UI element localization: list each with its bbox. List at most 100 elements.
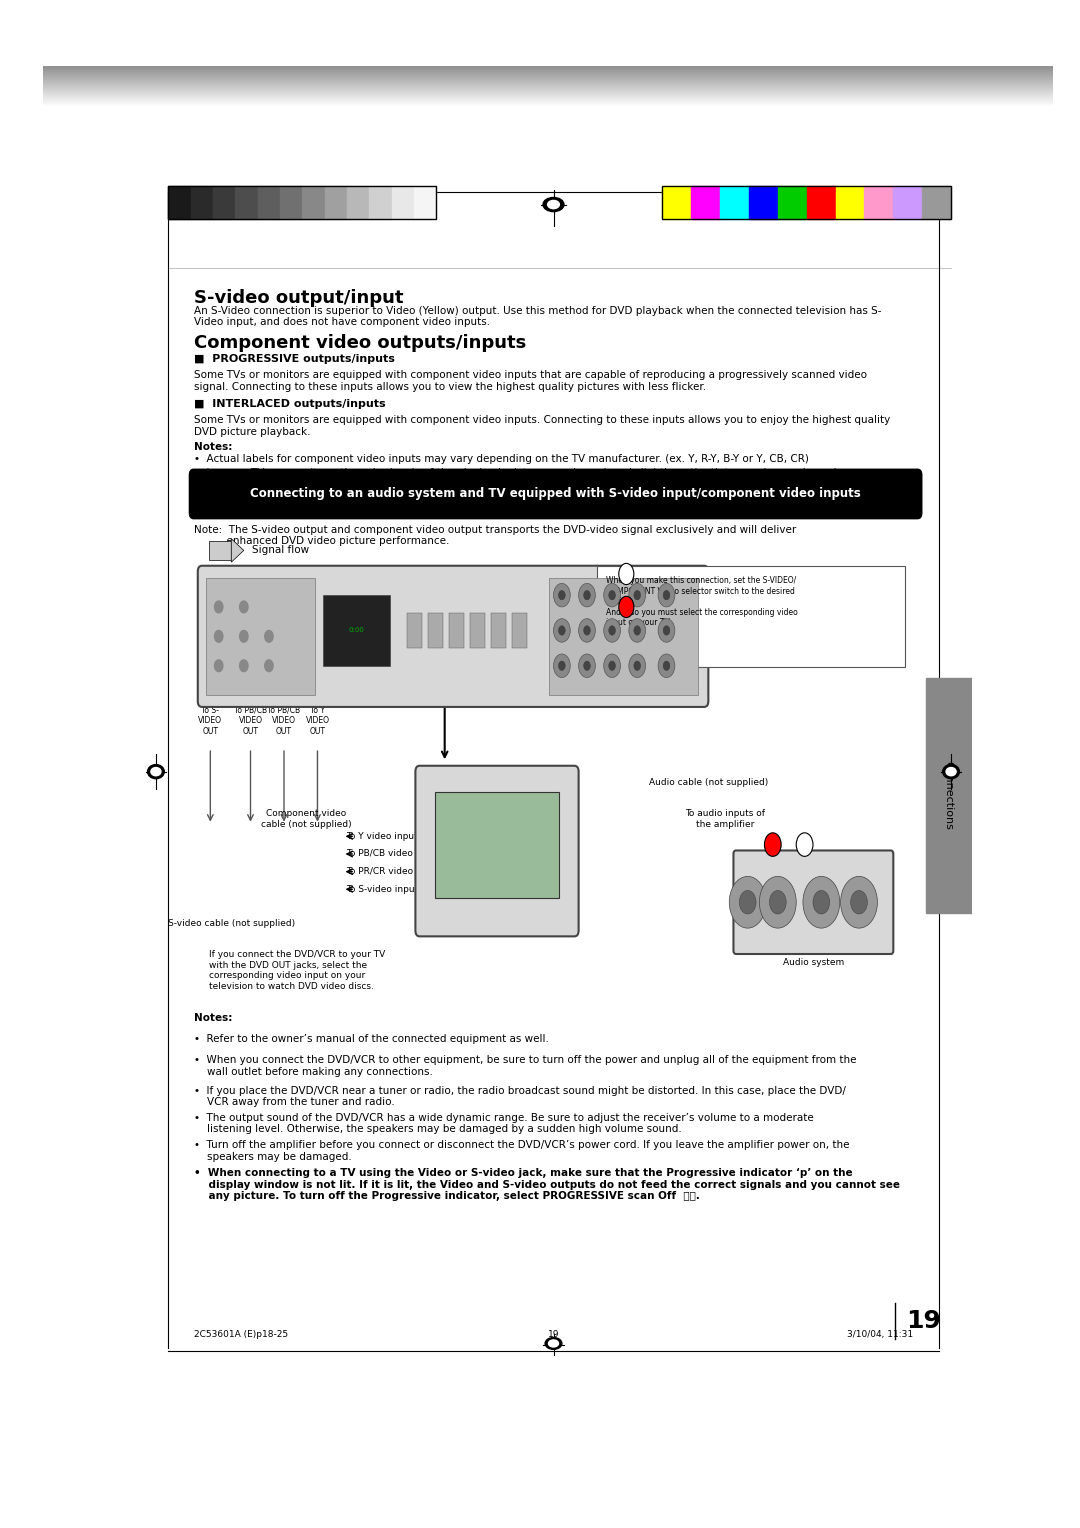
Circle shape [240,660,248,672]
Text: (red): (red) [593,602,613,611]
Text: To PB/CB
VIDEO
OUT: To PB/CB VIDEO OUT [268,706,300,735]
Text: Some TVs or monitors are equipped with component video inputs. Connecting to the: Some TVs or monitors are equipped with c… [193,416,890,437]
Circle shape [840,877,877,927]
Bar [748,186,778,219]
Bar [662,186,691,219]
Text: When you make this connection, set the S-VIDEO/
COMPONENT Video selector switch : When you make this connection, set the S… [606,576,798,626]
Text: S-video output/input: S-video output/input [193,289,403,307]
Bar [807,186,836,219]
Bar [434,792,559,897]
Bar [392,186,414,219]
Bar [720,186,748,219]
Text: To wall outlet: To wall outlet [423,683,483,692]
Ellipse shape [148,764,164,779]
Bar [208,541,231,559]
Circle shape [583,662,591,671]
Circle shape [558,626,565,636]
Text: To PR/CR video input: To PR/CR video input [346,868,440,876]
Circle shape [663,626,670,636]
Circle shape [583,626,591,636]
Circle shape [663,662,670,671]
Bar [414,186,436,219]
Circle shape [554,584,570,607]
Text: •  Actual labels for component video inputs may vary depending on the TV manufac: • Actual labels for component video inpu… [193,454,809,465]
Circle shape [579,654,595,677]
Bar [449,613,464,648]
Circle shape [609,590,616,601]
Bar [206,578,315,695]
Text: To Y
VIDEO
OUT: To Y VIDEO OUT [306,706,329,735]
Bar [893,186,922,219]
Text: 3/10/04, 11:31: 3/10/04, 11:31 [848,1329,914,1339]
Bar [369,186,392,219]
Bar [470,613,485,648]
Text: If you connect the DVD/VCR to your TV
with the DVD OUT jacks, select the
corresp: If you connect the DVD/VCR to your TV wi… [208,950,384,990]
Text: TV or monitor with
ColorStream®
component video inputs: TV or monitor with ColorStream® componen… [450,886,543,917]
Text: Connecting to an audio system and TV equipped with S-video input/component video: Connecting to an audio system and TV equ… [249,487,861,501]
Bar [168,186,191,219]
Circle shape [634,590,640,601]
Circle shape [729,877,766,927]
Bar [213,186,235,219]
Circle shape [629,584,646,607]
Circle shape [554,619,570,642]
Bar [191,186,213,219]
Bar [323,594,390,666]
Circle shape [658,654,675,677]
Text: •  When you connect the DVD/VCR to other equipment, be sure to turn off the powe: • When you connect the DVD/VCR to other … [193,1056,856,1077]
Bar [258,186,280,219]
Circle shape [813,891,829,914]
Text: 0:00: 0:00 [349,628,365,634]
Circle shape [765,833,781,856]
Circle shape [796,833,813,856]
Text: To audio inputs of
the amplifier: To audio inputs of the amplifier [685,810,765,828]
Text: •  If you place the DVD/VCR near a tuner or radio, the radio broadcast sound mig: • If you place the DVD/VCR near a tuner … [193,1086,846,1108]
Circle shape [579,584,595,607]
Circle shape [634,662,640,671]
Text: To S-video input: To S-video input [346,885,418,894]
Text: Notes:: Notes: [193,1013,232,1022]
Text: S-video cable (not supplied): S-video cable (not supplied) [167,918,295,927]
FancyBboxPatch shape [198,565,708,707]
Circle shape [554,654,570,677]
Bar [662,186,951,219]
Circle shape [558,662,565,671]
Text: 19: 19 [906,1309,941,1332]
Bar [922,186,951,219]
Text: ■  INTERLACED outputs/inputs: ■ INTERLACED outputs/inputs [193,399,386,408]
Circle shape [769,891,786,914]
Text: •  In some TVs or monitors, the color levels of the playback picture may be redu: • In some TVs or monitors, the color lev… [193,468,849,489]
Text: Audio cable (not supplied): Audio cable (not supplied) [649,778,768,787]
Circle shape [629,654,646,677]
Circle shape [619,596,634,617]
Bar [347,186,369,219]
Text: 2C53601A (E)p18-25: 2C53601A (E)p18-25 [193,1329,287,1339]
Ellipse shape [549,1340,558,1348]
FancyBboxPatch shape [597,565,905,666]
Text: (red): (red) [764,862,782,869]
Bar [836,186,864,219]
Circle shape [215,660,222,672]
Ellipse shape [943,764,959,779]
Text: 19: 19 [548,1329,559,1339]
Text: To PB/CB
VIDEO
OUT: To PB/CB VIDEO OUT [234,706,267,735]
Circle shape [802,877,840,927]
Circle shape [634,626,640,636]
Bar [512,613,527,648]
Circle shape [558,590,565,601]
Text: Notes:: Notes: [193,442,232,452]
Circle shape [759,877,796,927]
Text: •  Turn off the amplifier before you connect or disconnect the DVD/VCR’s power c: • Turn off the amplifier before you conn… [193,1140,849,1161]
Bar [428,613,443,648]
Circle shape [740,891,756,914]
Text: (white): (white) [791,862,819,869]
Text: Signal flow: Signal flow [253,545,309,556]
Text: Component video outputs/inputs: Component video outputs/inputs [193,335,526,351]
Circle shape [658,584,675,607]
Ellipse shape [151,767,161,776]
Circle shape [240,631,248,642]
Bar [280,186,302,219]
FancyBboxPatch shape [416,766,579,937]
Text: To ANALOG
AUDIO OUT: To ANALOG AUDIO OUT [633,578,694,599]
Bar [168,186,436,219]
